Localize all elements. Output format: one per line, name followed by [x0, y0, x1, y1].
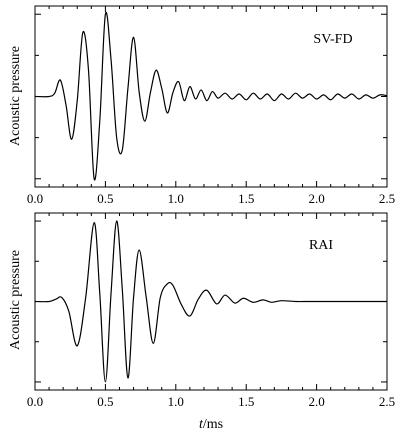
- panel-top-series-line: [34, 11, 388, 181]
- panel-top-annotation: SV-FD: [313, 32, 352, 47]
- panel-bottom-x-tick-label: 1.5: [238, 394, 254, 409]
- panel-top: 0.0 0.5 1.0 1.5 2.0 2.5 SV-FD Acoustic pressu…: [8, 5, 395, 206]
- panel-top-y-label: Acoustic pressure: [8, 46, 23, 146]
- panel-bottom-y-label: Acoustic pressure: [8, 250, 23, 350]
- panel-bottom: 0.0 0.5 1.0 1.5 2.0 2.5 RAI Acoustic pressure…: [8, 212, 395, 432]
- panel-bottom-x-tick-label: 0.5: [97, 394, 113, 409]
- panel-top-x-tick-label: 0.5: [97, 191, 113, 206]
- panel-top-x-tick-label: 2.0: [308, 191, 324, 206]
- panel-top-x-tick-label: 1.0: [168, 191, 184, 206]
- panel-top-x-tick-label: 1.5: [238, 191, 254, 206]
- panel-top-x-tick-label: 2.5: [379, 191, 395, 206]
- panel-bottom-x-tick-label: 1.0: [168, 394, 184, 409]
- panel-top-x-tick-label: 0.0: [27, 191, 43, 206]
- panel-bottom-series-line: [34, 220, 387, 383]
- panel-bottom-x-tick-label: 2.5: [379, 394, 395, 409]
- panel-top-ticks: [34, 6, 388, 187]
- panel-top-tick-labels: 0.0 0.5 1.0 1.5 2.0 2.5: [27, 191, 395, 206]
- panel-bottom-x-label: t/ms: [199, 417, 223, 432]
- panel-bottom-x-tick-label: 0.0: [27, 394, 43, 409]
- panel-bottom-x-tick-label: 2.0: [308, 394, 324, 409]
- panel-bottom-tick-labels: 0.0 0.5 1.0 1.5 2.0 2.5: [27, 394, 395, 409]
- panel-bottom-annotation: RAI: [309, 238, 333, 253]
